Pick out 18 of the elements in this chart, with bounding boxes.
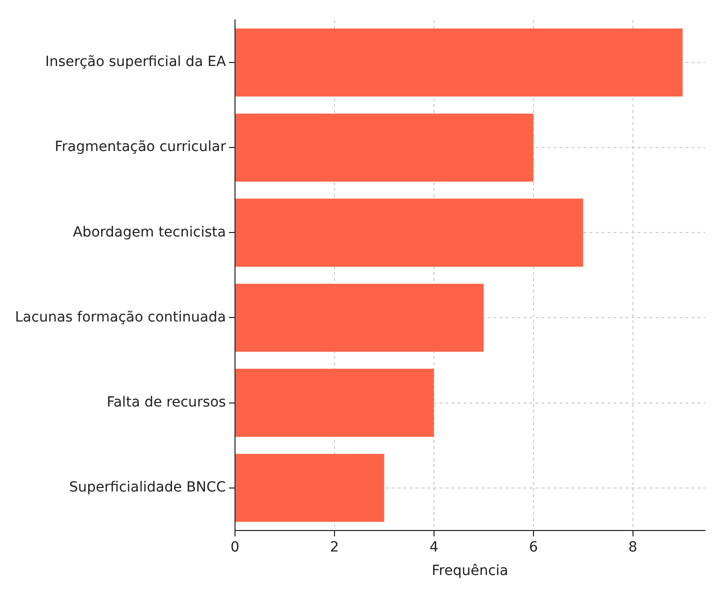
x-tick-label: 8	[628, 539, 638, 556]
x-tick-label: 6	[528, 539, 538, 556]
x-axis-title: Frequência	[432, 563, 508, 580]
bar	[235, 28, 683, 97]
x-tick-label: 4	[429, 539, 438, 556]
bar	[235, 198, 584, 267]
y-tick-label: Fragmentação curricular	[54, 139, 226, 156]
y-tick-label: Lacunas formação continuada	[14, 309, 226, 326]
y-tick-label: Superficialidade BNCC	[69, 480, 226, 496]
bar	[235, 114, 534, 182]
y-tick-label: Falta de recursos	[106, 394, 226, 410]
bar	[235, 284, 484, 352]
y-tick-label: Inserção superficial da EA	[45, 54, 226, 70]
x-tick-label: 0	[230, 539, 240, 556]
bar	[235, 368, 434, 437]
x-tick-label: 2	[330, 539, 339, 556]
y-tick-label: Abordagem tecnicista	[72, 224, 226, 240]
bar	[235, 454, 384, 522]
